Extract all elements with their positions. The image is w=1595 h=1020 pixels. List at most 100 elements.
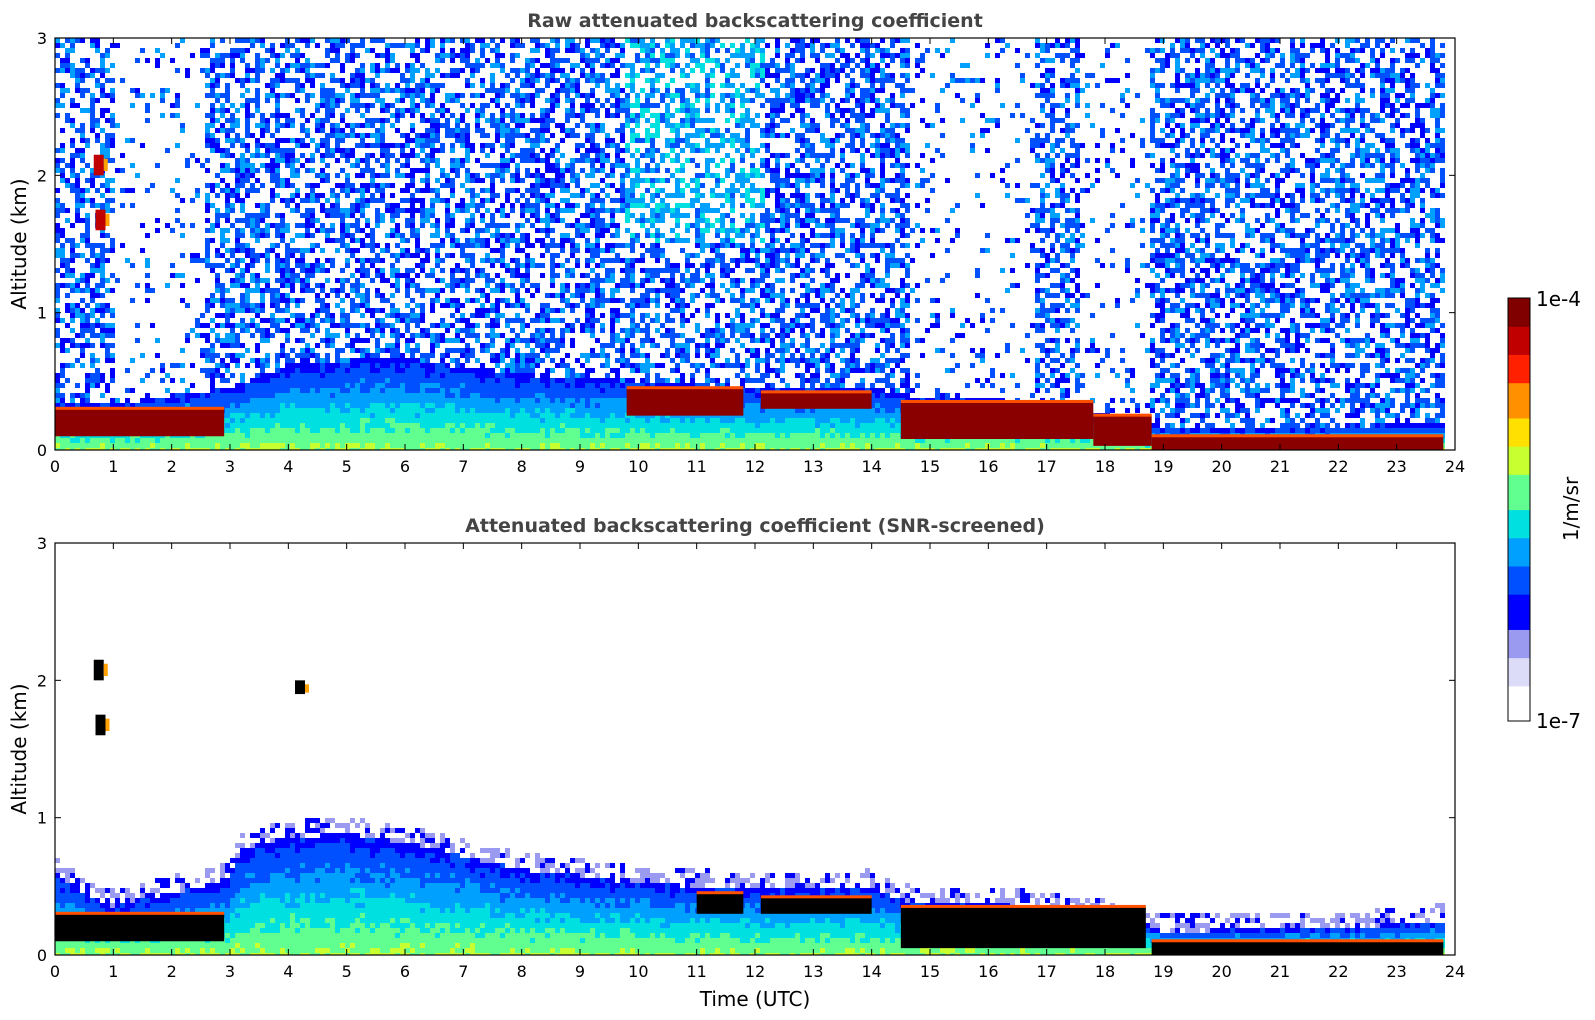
heatmap-cell (410, 363, 415, 368)
heatmap-cell (345, 413, 350, 418)
heatmap-cell (225, 343, 230, 348)
heatmap-cell (525, 303, 530, 308)
heatmap-cell (405, 133, 410, 138)
heatmap-cell (210, 383, 215, 388)
heatmap-cell (225, 88, 230, 93)
heatmap-cell (305, 378, 310, 383)
heatmap-cell (85, 233, 90, 238)
heatmap-cell (210, 293, 215, 298)
heatmap-cell (105, 133, 110, 138)
heatmap-cell (65, 263, 70, 268)
heatmap-cell (245, 68, 250, 73)
heatmap-cell (360, 88, 365, 93)
heatmap-cell (585, 248, 590, 253)
heatmap-cell (435, 293, 440, 298)
heatmap-cell (65, 48, 70, 53)
heatmap-cell (550, 318, 555, 323)
heatmap-cell (255, 68, 260, 73)
heatmap-cell (430, 133, 435, 138)
heatmap-cell (535, 398, 540, 403)
heatmap-cell (195, 158, 200, 163)
heatmap-cell (570, 83, 575, 88)
heatmap-cell (365, 383, 370, 388)
heatmap-cell (455, 383, 460, 388)
heatmap-cell (320, 98, 325, 103)
heatmap-cell (260, 448, 265, 450)
heatmap-cell (490, 403, 495, 408)
heatmap-cell (345, 403, 350, 408)
heatmap-cell (305, 248, 310, 253)
heatmap-cell (400, 373, 405, 378)
heatmap-cell (580, 293, 585, 298)
heatmap-cell (250, 38, 255, 43)
heatmap-cell (230, 423, 235, 428)
heatmap-cell (275, 98, 280, 103)
heatmap-cell (100, 338, 105, 343)
heatmap-cell (105, 248, 110, 253)
heatmap-cell (385, 393, 390, 398)
heatmap-cell (545, 243, 550, 248)
heatmap-cell (375, 138, 380, 143)
heatmap-cell (450, 428, 455, 433)
heatmap-cell (75, 103, 80, 108)
heatmap-cell (450, 58, 455, 63)
heatmap-cell (195, 193, 200, 198)
heatmap-cell (465, 348, 470, 353)
heatmap-cell (240, 203, 245, 208)
heatmap-cell (245, 133, 250, 138)
heatmap-cell (105, 208, 110, 213)
heatmap-cell (520, 403, 525, 408)
heatmap-cell (95, 38, 100, 43)
heatmap-cell (580, 188, 585, 193)
heatmap-cell (560, 338, 565, 343)
heatmap-cell (95, 373, 100, 378)
heatmap-cell (360, 408, 365, 413)
heatmap-cell (355, 78, 360, 83)
heatmap-cell (290, 323, 295, 328)
heatmap-cell (500, 383, 505, 388)
heatmap-cell (210, 103, 215, 108)
heatmap-cell (470, 68, 475, 73)
heatmap-cell (95, 438, 100, 443)
heatmap-cell (80, 188, 85, 193)
heatmap-cell (260, 373, 265, 378)
heatmap-cell (245, 388, 250, 393)
heatmap-cell (455, 263, 460, 268)
heatmap-cell (385, 158, 390, 163)
heatmap-cell (315, 368, 320, 373)
heatmap-cell (585, 398, 590, 403)
heatmap-cell (405, 273, 410, 278)
heatmap-cell (345, 363, 350, 368)
heatmap-cell (395, 353, 400, 358)
heatmap-cell (495, 128, 500, 133)
heatmap-cell (350, 83, 355, 88)
heatmap-cell (150, 368, 155, 373)
heatmap-cell (360, 423, 365, 428)
heatmap-cell (435, 388, 440, 393)
heatmap-cell (520, 418, 525, 423)
heatmap-cell (240, 138, 245, 143)
heatmap-cell (205, 143, 210, 148)
heatmap-cell (355, 173, 360, 178)
heatmap-cell (385, 153, 390, 158)
heatmap-cell (415, 348, 420, 353)
heatmap-cell (75, 198, 80, 203)
heatmap-cell (415, 233, 420, 238)
heatmap-cell (525, 398, 530, 403)
heatmap-cell (515, 443, 520, 448)
heatmap-cell (245, 428, 250, 433)
heatmap-cell (95, 323, 100, 328)
heatmap-cell (470, 418, 475, 423)
heatmap-cell (210, 358, 215, 363)
heatmap-cell (560, 68, 565, 73)
heatmap-cell (260, 318, 265, 323)
heatmap-cell (495, 413, 500, 418)
heatmap-cell (225, 368, 230, 373)
heatmap-cell (560, 328, 565, 333)
heatmap-cell (445, 403, 450, 408)
heatmap-cell (560, 183, 565, 188)
heatmap-cell (375, 218, 380, 223)
heatmap-cell (95, 293, 100, 298)
heatmap-cell (410, 253, 415, 258)
heatmap-cell (470, 73, 475, 78)
